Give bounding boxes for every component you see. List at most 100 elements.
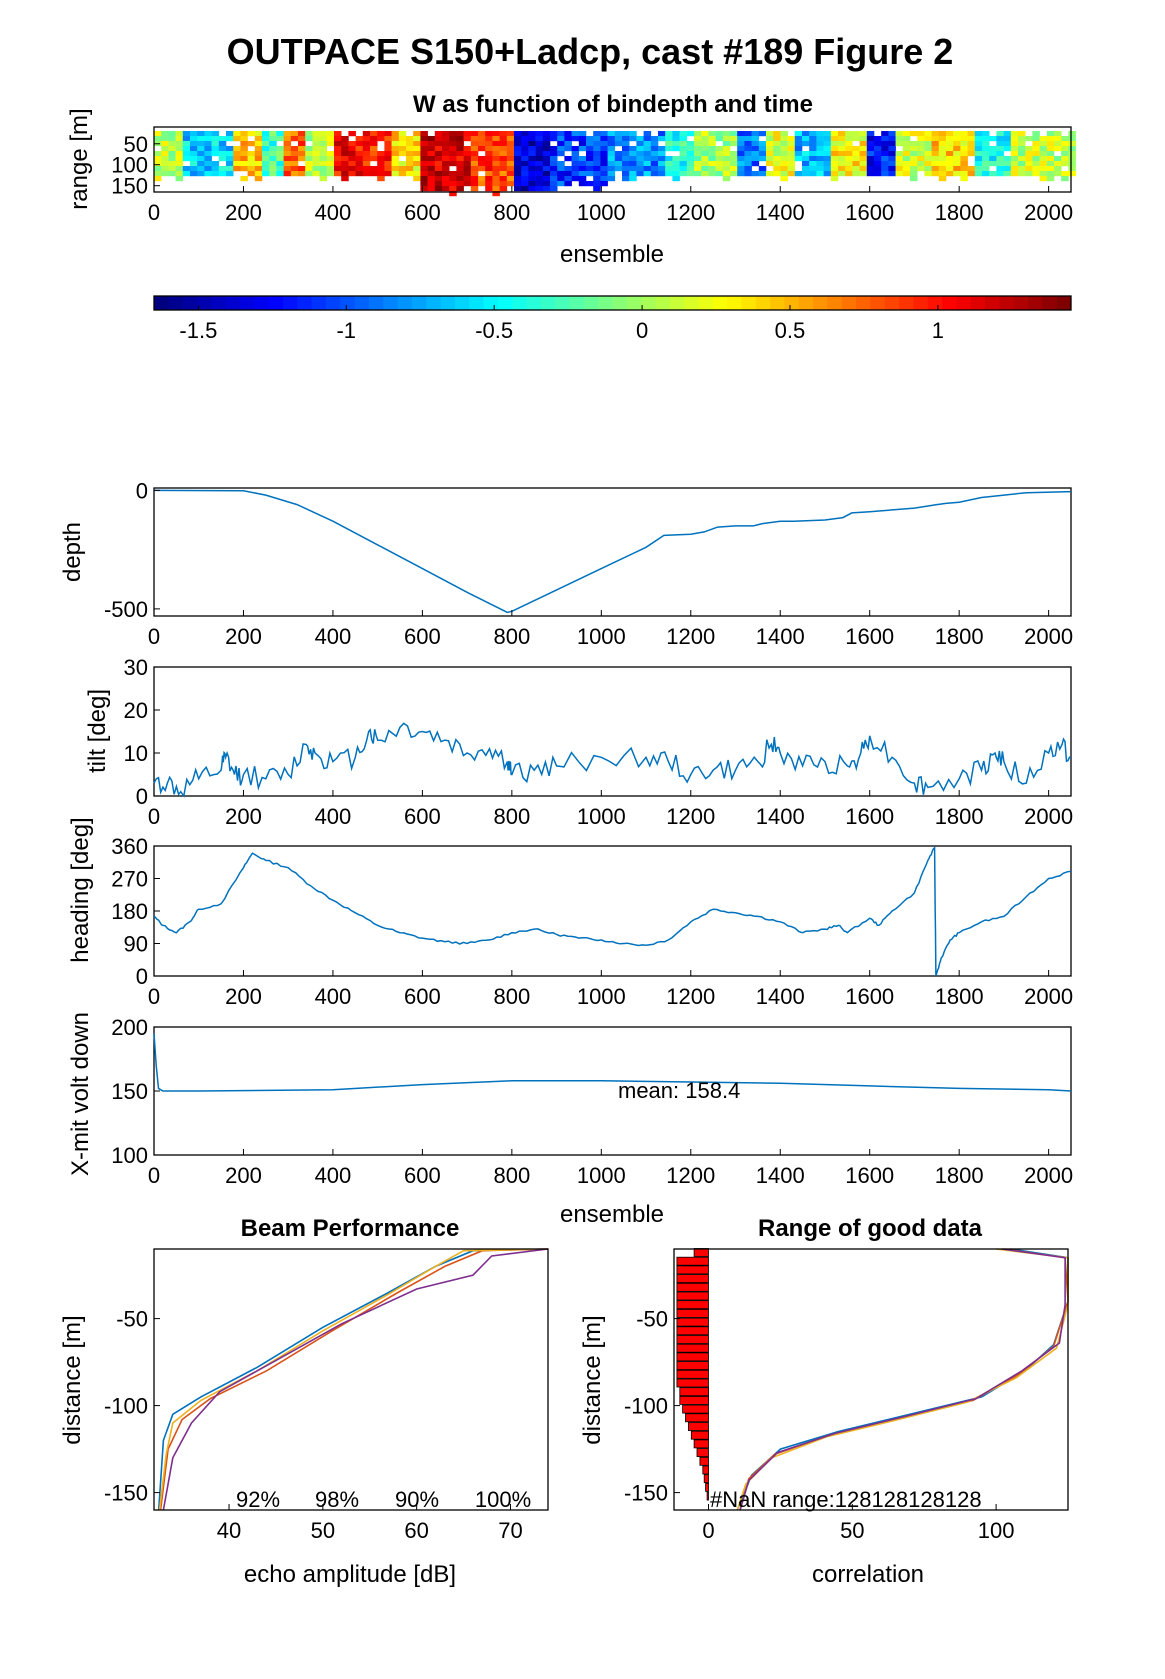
w-heatmap-cell [1046, 176, 1055, 182]
w-heatmap-cell [672, 141, 680, 147]
w-heatmap-cell [578, 136, 587, 142]
w-heatmap-cell [823, 131, 832, 137]
w-heatmap-cell [506, 176, 515, 182]
w-heatmap-cell [679, 141, 688, 147]
w-heatmap-cell [816, 161, 824, 167]
depth-ylabel: depth [59, 522, 86, 582]
w-heatmap-cell [1068, 166, 1076, 172]
w-heatmap-cell [442, 141, 450, 147]
w-heatmap-cell [902, 151, 911, 157]
nan-range-bar [676, 1274, 709, 1283]
w-heatmap-cell [499, 161, 508, 167]
colorbar-swatch [942, 296, 957, 310]
colorbar-swatch [383, 296, 399, 310]
w-heatmap-cell [960, 141, 968, 147]
w-heatmap-cell [514, 141, 522, 147]
w-heatmap-cell [283, 141, 292, 147]
heading-yticks: 0 90 180 270 360 [111, 834, 160, 989]
colorbar-swatch [268, 296, 284, 310]
w-heatmap-cell [708, 171, 716, 177]
w-heatmap-cell [953, 131, 961, 137]
w-heatmap-cell [499, 156, 508, 162]
w-heatmap-cell [190, 161, 198, 167]
w-heatmap-cell [910, 141, 918, 147]
w-heatmap-cell [478, 181, 486, 187]
w-heatmap-cell [226, 136, 234, 142]
w-heatmap-cell [722, 151, 731, 157]
w-heatmap-cell [902, 166, 911, 172]
w-heatmap-cell [355, 146, 364, 152]
w-heatmap-cell [600, 136, 608, 142]
w-heatmap-cell [802, 166, 810, 172]
w-heatmap-cell [701, 146, 709, 152]
w-heatmap-cell [449, 146, 457, 152]
w-heatmap-cell [485, 166, 493, 172]
w-heatmap-cell [1054, 166, 1062, 172]
w-heatmap-cell [290, 171, 299, 177]
w-heatmap-cell [737, 131, 745, 137]
w-heatmap-cell [175, 156, 184, 162]
w-heatmap-cell [384, 151, 392, 157]
w-heatmap-cell [895, 156, 904, 162]
w-heatmap-cell [665, 131, 673, 137]
tilt-ytick-label: 0 [136, 784, 148, 809]
w-heatmap-cell [665, 166, 673, 172]
w-heatmap-cell [852, 151, 860, 157]
w-heatmap-cell [341, 176, 349, 182]
w-heatmap-cell [845, 171, 853, 177]
w-heatmap-cell [830, 176, 839, 182]
w-heatmap-cell [218, 151, 227, 157]
w-heatmap-cell [679, 171, 688, 177]
w-heatmap-cell [463, 156, 472, 162]
w-heatmap-cell [571, 171, 580, 177]
w-heatmap-cell [665, 171, 673, 177]
heading-xtick-label: 800 [493, 984, 530, 1009]
beam-performance-title: Beam Performance [241, 1215, 460, 1242]
w-heatmap-cell [607, 166, 616, 172]
w-heatmap-cell [586, 166, 594, 172]
w-heatmap-cell [262, 141, 270, 147]
w-heatmap-cell [463, 136, 472, 142]
w-heatmap-cell [370, 151, 378, 157]
w-heatmap-cell [852, 156, 860, 162]
w-heatmap-cell [672, 131, 680, 137]
w-heatmap-cell [420, 176, 428, 182]
w-heatmap-cell [427, 146, 436, 152]
colorbar-swatch [283, 296, 298, 310]
w-heatmap-cell [780, 141, 788, 147]
nan-range-bar [682, 1404, 709, 1414]
w-heatmap-cell [701, 151, 709, 157]
w-heatmap-cell [182, 171, 191, 177]
w-heatmap-cell [665, 136, 673, 142]
w-heatmap-cell [528, 166, 536, 172]
w-heatmap-cell [384, 131, 392, 137]
w-heatmap-cell [974, 171, 983, 177]
w-heatmap-cell [190, 171, 198, 177]
w-heatmap-cell [514, 156, 522, 162]
beam-performance-ytick-label: -50 [116, 1307, 148, 1332]
w-heatmap-cell [874, 161, 882, 167]
xmit-volt-ytick-label: 200 [111, 1015, 148, 1040]
w-heatmap-cell [463, 161, 472, 167]
tilt-yticks: 0 10 20 30 [124, 655, 160, 809]
nan-range-bar [676, 1291, 709, 1301]
w-heatmap-cell [233, 136, 241, 142]
w-heatmap-cell [240, 131, 248, 137]
w-heatmap-cell [809, 166, 817, 172]
w-heatmap-cell [341, 141, 349, 147]
w-heatmap-cell [888, 146, 896, 152]
xmit-volt-xtick-label: 1000 [577, 1163, 626, 1188]
w-heatmap-cell [334, 151, 342, 157]
w-heatmap-cell [319, 151, 328, 157]
w-heatmap-cell [701, 136, 709, 142]
w-heatmap-cell [434, 151, 443, 157]
w-heatmap-cell [996, 151, 1004, 157]
w-heatmap-cell [838, 146, 846, 152]
w-heatmap-cell [1061, 136, 1069, 142]
w-heatmap-cell [730, 171, 738, 177]
w-heatmap-cell [521, 181, 529, 187]
w-heatmap-cell [326, 166, 335, 172]
w-heatmap-cell [1018, 136, 1026, 142]
w-heatmap-cell [506, 166, 515, 172]
w-heatmap-cell [168, 166, 176, 172]
